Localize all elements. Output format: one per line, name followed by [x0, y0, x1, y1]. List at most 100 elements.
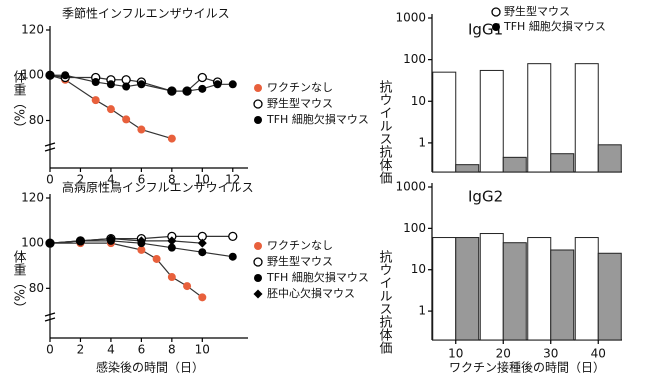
series-line: [50, 242, 203, 298]
marker: [106, 234, 116, 244]
panel-title: IgG2: [468, 188, 503, 206]
marker: [61, 71, 70, 80]
marker: [136, 236, 146, 246]
axis-break: [44, 142, 56, 152]
marker: [122, 82, 131, 91]
legend-marker: [254, 84, 262, 92]
series-line: [49, 238, 203, 244]
x-tick-label: 8: [168, 173, 176, 187]
marker: [106, 80, 115, 89]
legend-marker: [492, 23, 500, 31]
legend-label: 野生型マウス: [504, 4, 570, 18]
marker: [137, 80, 146, 89]
bar: [550, 249, 575, 341]
legend-label: TFH 細胞欠損マウス: [266, 112, 369, 126]
marker: [213, 80, 222, 89]
x-tick-label: 4: [107, 343, 115, 357]
marker: [137, 125, 146, 134]
marker: [137, 245, 146, 254]
y-tick-label: 1: [418, 304, 426, 318]
marker: [167, 273, 176, 282]
marker: [167, 236, 177, 246]
legend-marker: [253, 289, 263, 299]
x-tick-label: 12: [225, 173, 240, 187]
marker: [152, 254, 161, 263]
marker: [122, 115, 131, 124]
bar: [597, 252, 622, 341]
bar: [479, 69, 504, 173]
bar: [479, 233, 504, 341]
marker: [167, 243, 176, 252]
marker: [198, 248, 207, 257]
bar: [597, 144, 622, 173]
x-tick-label: 8: [168, 343, 176, 357]
y-tick-label: 10: [411, 262, 426, 276]
y-tick-label: 120: [21, 191, 44, 205]
marker: [197, 238, 207, 248]
y-tick-label: 1000: [395, 11, 426, 25]
y-tick-label: 120: [21, 23, 44, 37]
x-tick-label: 0: [46, 343, 54, 357]
legend-label: 野生型マウス: [267, 254, 333, 268]
marker: [198, 84, 207, 93]
legend-label: TFH 細胞欠損マウス: [266, 270, 369, 284]
marker: [106, 105, 115, 114]
legend-marker: [254, 242, 262, 250]
x-tick-label: 10: [448, 347, 463, 361]
legend-marker: [254, 116, 262, 124]
y-tick-label: 80: [29, 281, 44, 295]
x-tick-label: 2: [77, 343, 85, 357]
bar: [432, 237, 457, 341]
y-tick-label: 10: [411, 94, 426, 108]
y-axis-label: 体重（%）: [11, 250, 27, 314]
marker: [167, 134, 176, 143]
legend-marker: [254, 274, 262, 282]
legend-label: 野生型マウス: [267, 96, 333, 110]
marker: [228, 80, 237, 89]
marker: [197, 72, 207, 83]
marker: [228, 252, 237, 261]
bar: [550, 153, 575, 173]
x-tick-label: 40: [591, 347, 606, 361]
marker: [167, 87, 176, 96]
y-tick-label: 1000: [395, 180, 426, 194]
y-tick-label: 100: [21, 68, 44, 82]
y-tick-label: 80: [29, 113, 44, 127]
legend-marker: [491, 7, 501, 17]
x-axis-label: ワクチン接種後の時間（日）: [449, 360, 605, 375]
bar: [432, 71, 457, 173]
x-tick-label: 6: [138, 173, 146, 187]
marker: [45, 238, 55, 248]
x-tick-label: 30: [543, 347, 558, 361]
marker: [91, 96, 100, 105]
legend-label: TFH 細胞欠損マウス: [503, 19, 606, 33]
x-tick-label: 20: [496, 347, 511, 361]
x-tick-label: 0: [46, 173, 54, 187]
bar: [455, 164, 480, 173]
x-tick-label: 10: [195, 343, 210, 357]
y-tick-label: 1: [418, 135, 426, 149]
y-tick-label: 100: [21, 236, 44, 250]
bar: [574, 63, 599, 173]
series-line: [49, 74, 218, 92]
x-tick-label: 4: [107, 173, 115, 187]
legend-label: 胚中心欠損マウス: [267, 286, 355, 300]
y-axis-label: 体重（%）: [11, 70, 27, 134]
bar: [502, 242, 527, 341]
y-tick-label: 100: [403, 221, 426, 235]
marker: [91, 78, 100, 87]
axis-break: [44, 312, 56, 322]
x-tick-label: 10: [195, 173, 210, 187]
legend-label: ワクチンなし: [267, 81, 333, 94]
y-axis-label: 抗ウイルス抗体価: [377, 250, 393, 354]
bar: [455, 237, 480, 341]
legend-label: ワクチンなし: [267, 239, 333, 252]
marker: [183, 282, 192, 291]
x-axis-label: 感染後の時間（日）: [96, 360, 204, 375]
bar: [574, 237, 599, 341]
marker: [75, 236, 85, 246]
bar: [502, 156, 527, 173]
y-axis-label: 抗ウイルス抗体価: [377, 80, 393, 184]
y-tick-label: 100: [403, 52, 426, 66]
